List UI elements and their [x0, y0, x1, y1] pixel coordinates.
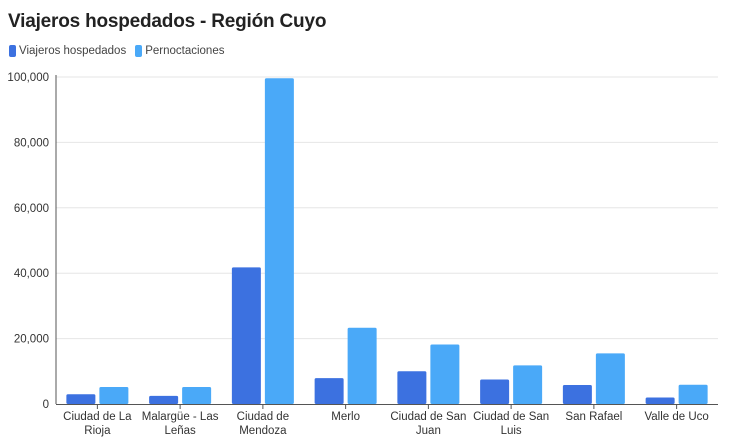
bar-pernoctaciones[interactable]: [430, 344, 460, 404]
x-tick-label: San Rafael: [565, 411, 622, 423]
x-tick-label-line: Ciudad de San: [390, 411, 466, 423]
x-tick-label-line: Rioja: [84, 425, 111, 437]
x-tick-label-line: Leñas: [164, 425, 196, 437]
y-tick-label: 60,000: [14, 203, 49, 215]
bar-viajeros[interactable]: [480, 379, 510, 404]
x-tick-label: Malargüe - Las Leñas: [142, 411, 219, 437]
x-tick-label: Ciudad de San Juan: [390, 411, 466, 437]
bar-pernoctaciones[interactable]: [264, 78, 294, 405]
x-tick-label: Ciudad de La Rioja: [63, 411, 132, 437]
x-tick-label-line: Merlo: [331, 411, 360, 423]
x-axis-tick-labels: Ciudad de La Rioja Malargüe - Las Leñas Ciud…: [63, 411, 709, 437]
y-axis-tick-labels: 0 20,000 40,000 60,000 80,000 100,000: [7, 72, 49, 411]
bar-pernoctaciones[interactable]: [595, 353, 625, 404]
x-tick-label: Valle de Uco: [644, 411, 708, 423]
bar-viajeros[interactable]: [66, 394, 96, 404]
bar-viajeros[interactable]: [397, 371, 427, 404]
x-tick-label-line: Mendoza: [239, 425, 287, 437]
x-tick-label-line: Valle de Uco: [644, 411, 708, 423]
legend-label-viajeros: Viajeros hospedados: [19, 45, 127, 57]
bars: [66, 78, 708, 405]
bar-pernoctaciones[interactable]: [99, 386, 129, 404]
legend-item-viajeros[interactable]: Viajeros hospedados: [9, 45, 126, 57]
bar-viajeros[interactable]: [231, 267, 261, 404]
x-tick-label-line: Malargüe - Las: [142, 411, 219, 423]
bar-pernoctaciones[interactable]: [182, 386, 212, 404]
axes: [55, 75, 718, 409]
chart-title: Viajeros hospedados - Región Cuyo: [8, 11, 327, 32]
legend-item-pernoctaciones[interactable]: Pernoctaciones: [135, 45, 224, 57]
bar-viajeros[interactable]: [149, 395, 179, 404]
y-tick-label: 80,000: [14, 137, 49, 149]
x-tick-label: Merlo: [331, 411, 360, 423]
x-tick-label-line: Ciudad de: [237, 411, 289, 423]
y-tick-label: 40,000: [14, 268, 49, 280]
chart-legend: Viajeros hospedados Pernoctaciones: [9, 45, 233, 57]
legend-swatch-viajeros: [9, 45, 16, 57]
y-tick-label: 0: [43, 399, 49, 411]
x-tick-label: Ciudad de Mendoza: [237, 411, 289, 437]
bar-pernoctaciones[interactable]: [347, 327, 377, 404]
grid-lines: [56, 76, 718, 340]
x-tick-label-line: Luis: [501, 425, 522, 437]
x-tick-label-line: Juan: [416, 425, 441, 437]
x-tick-label-line: San Rafael: [565, 411, 622, 423]
legend-swatch-pernoctaciones: [135, 45, 143, 57]
y-tick-label: 20,000: [14, 334, 49, 346]
legend-label-pernoctaciones: Pernoctaciones: [145, 45, 225, 57]
bar-viajeros[interactable]: [645, 397, 675, 404]
x-tick-label-line: Ciudad de La: [63, 411, 132, 423]
bar-viajeros[interactable]: [314, 378, 344, 404]
bar-pernoctaciones[interactable]: [513, 365, 543, 404]
y-tick-label: 100,000: [7, 72, 49, 84]
bar-pernoctaciones[interactable]: [678, 384, 708, 404]
bar-viajeros[interactable]: [562, 385, 592, 404]
x-tick-label: Ciudad de San Luis: [473, 411, 549, 437]
x-tick-label-line: Ciudad de San: [473, 411, 549, 423]
